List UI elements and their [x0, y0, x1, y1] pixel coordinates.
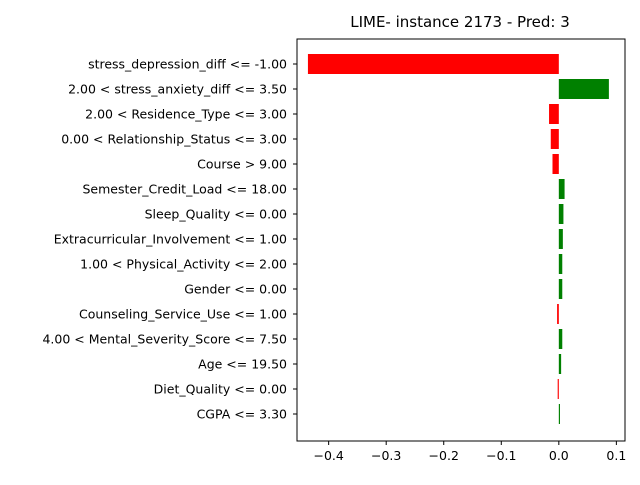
y-tick-label: Semester_Credit_Load <= 18.00: [83, 182, 288, 197]
x-tick-label: −0.4: [313, 448, 343, 463]
bar: [307, 54, 559, 74]
x-tick-group: −0.4 −0.3 −0.2 −0.1 0.0 0.1: [313, 441, 626, 463]
plot-frame: [296, 38, 626, 442]
bar-group: [307, 54, 609, 424]
x-tick-label: −0.1: [486, 448, 516, 463]
bar: [552, 154, 559, 174]
x-tick-label: −0.3: [371, 448, 401, 463]
y-tick-label: Extracurricular_Involvement <= 1.00: [54, 232, 287, 247]
y-tick-label: Course > 9.00: [197, 157, 287, 172]
bar: [558, 204, 564, 224]
x-tick-label: 0.1: [606, 448, 626, 463]
bar: [557, 304, 559, 324]
y-tick-label: Age <= 19.50: [198, 357, 287, 372]
bar: [557, 379, 559, 399]
bar: [558, 254, 563, 274]
y-tick-label: 1.00 < Physical_Activity <= 2.00: [80, 257, 287, 272]
y-tick-label: 2.00 < stress_anxiety_diff <= 3.50: [68, 82, 287, 97]
y-tick-label: 2.00 < Residence_Type <= 3.00: [85, 107, 287, 122]
y-tick-label: Diet_Quality <= 0.00: [154, 382, 287, 397]
bar: [549, 104, 559, 124]
bar: [558, 329, 563, 349]
bar: [558, 279, 563, 299]
chart-title: LIME- instance 2173 - Pred: 3: [350, 13, 570, 31]
y-tick-label: Sleep_Quality <= 0.00: [145, 207, 287, 222]
y-tick-label: 4.00 < Mental_Severity_Score <= 7.50: [42, 332, 287, 347]
y-tick-label: CGPA <= 3.30: [197, 407, 287, 422]
y-tick-label: 0.00 < Relationship_Status <= 3.00: [61, 132, 287, 147]
bar: [558, 229, 563, 249]
y-tick-label: stress_depression_diff <= -1.00: [88, 57, 287, 72]
bar: [558, 404, 560, 424]
bar: [558, 354, 562, 374]
x-tick-label: −0.2: [429, 448, 459, 463]
y-tick-label: Gender <= 0.00: [184, 282, 287, 297]
y-tick-labels: stress_depression_diff <= -1.00 2.00 < st…: [42, 57, 297, 422]
y-tick-label: Counseling_Service_Use <= 1.00: [79, 307, 287, 322]
bar: [558, 79, 609, 99]
x-tick-label: 0.0: [549, 448, 569, 463]
bar: [550, 129, 559, 149]
bar: [558, 179, 565, 199]
